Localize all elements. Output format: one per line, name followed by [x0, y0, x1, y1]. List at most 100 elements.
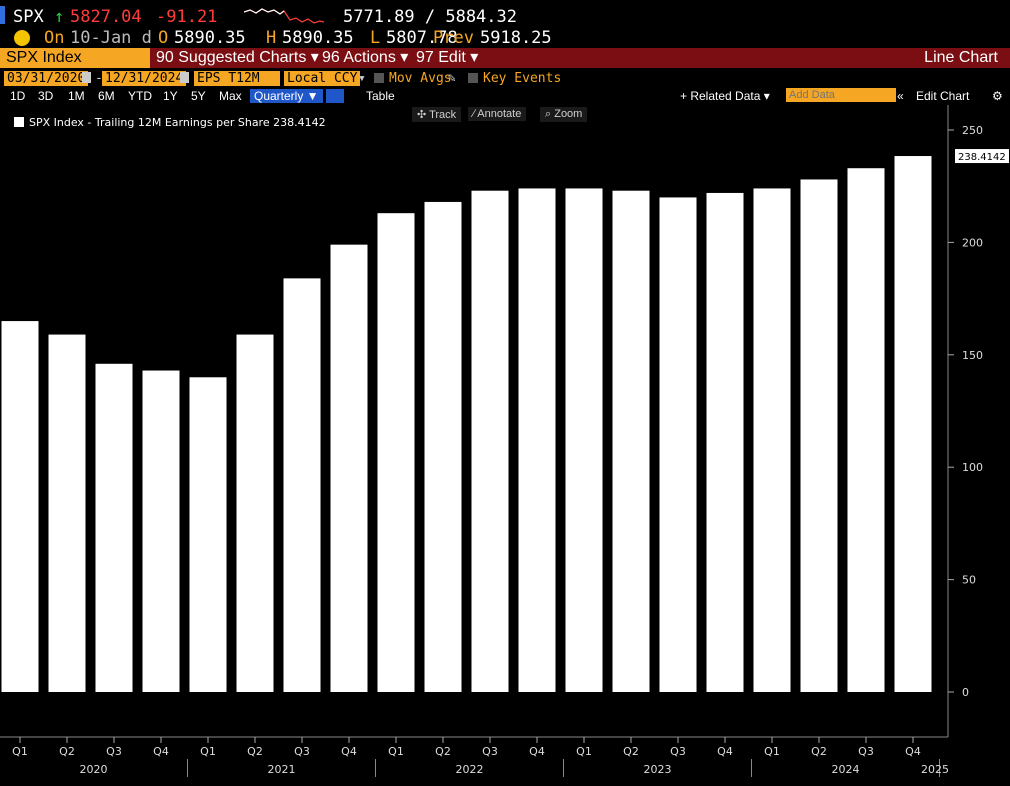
bar[interactable]	[471, 190, 509, 693]
field-selector[interactable]: EPS T12M	[194, 71, 280, 86]
key-events-label: Key Events	[483, 71, 562, 86]
x-tick-label: Q3	[670, 745, 686, 758]
x-axis: Q1 Q2 Q3 Q4 Q1 Q2 Q3 Q4 Q1 Q2 Q3 Q4 Q1 Q2 Q3 Q4 Q1 Q2 Q3 Q4…	[0, 736, 949, 777]
bar[interactable]	[1, 321, 39, 692]
x-tick-label: Q3	[858, 745, 874, 758]
year-label: 2021	[268, 763, 296, 776]
bar[interactable]	[142, 370, 180, 692]
eps-bar-chart[interactable]: 0 50 100 150 200 250 238.4142 Q1 Q2 Q3 Q4 Q1 Q2 Q3 Q4…	[0, 105, 1010, 786]
security-field[interactable]: SPX Index	[0, 48, 150, 68]
y-tick-label: 0	[962, 686, 969, 699]
x-tick-label: Q1	[576, 745, 592, 758]
period-3d[interactable]: 3D	[38, 89, 54, 103]
ohlc-row: On 10-Jan d O 5890.35 H 5890.35 L 5807.7…	[0, 28, 1010, 48]
price-change: -91.21	[156, 7, 218, 27]
y-tick-label: 200	[962, 236, 983, 249]
currency-selector[interactable]: Local CCY	[284, 71, 360, 86]
start-date-field[interactable]: 03/31/2020	[4, 71, 89, 86]
bar[interactable]	[518, 188, 556, 692]
ticker-symbol[interactable]: SPX	[13, 7, 44, 27]
mov-avgs-label: Mov Avgs	[389, 71, 452, 86]
annotate-icon: ∕	[473, 108, 478, 120]
related-data-button[interactable]: + Related Data ▾	[680, 89, 770, 103]
actions-menu[interactable]: 96 Actions ▾	[322, 49, 409, 66]
period-6m[interactable]: 6M	[98, 89, 115, 103]
end-date-field[interactable]: 12/31/2024	[102, 71, 187, 86]
bar[interactable]	[236, 334, 274, 692]
edit-chart-button[interactable]: Edit Chart	[916, 89, 970, 103]
clock-icon[interactable]	[14, 30, 30, 46]
x-tick-label: Q2	[623, 745, 639, 758]
x-tick-label: Q4	[341, 745, 357, 758]
period-ytd[interactable]: YTD	[128, 89, 152, 103]
low-value: 5807.78	[386, 28, 458, 48]
bar[interactable]	[48, 334, 86, 692]
suggested-charts-menu[interactable]: 90 Suggested Charts ▾	[156, 49, 319, 66]
bar[interactable]	[753, 188, 791, 692]
x-tick-label: Q3	[294, 745, 310, 758]
bar[interactable]	[659, 197, 697, 692]
bar[interactable]	[847, 168, 885, 692]
bar[interactable]	[283, 278, 321, 692]
bar[interactable]	[330, 244, 368, 692]
track-tool[interactable]: ✣ Track	[412, 107, 462, 122]
line-chart-icon[interactable]	[326, 89, 344, 103]
up-arrow-icon: ↑	[54, 7, 65, 27]
year-label: 2020	[80, 763, 108, 776]
calendar-icon[interactable]	[180, 72, 189, 83]
gear-icon[interactable]: ⚙	[992, 89, 1003, 103]
bar[interactable]	[95, 363, 133, 692]
bar[interactable]	[706, 192, 744, 692]
menu-bar: SPX Index 90 Suggested Charts ▾ 96 Actio…	[0, 48, 1010, 68]
bar[interactable]	[377, 213, 415, 692]
year-label: 2024	[832, 763, 860, 776]
y-axis: 0 50 100 150 200 250 238.4142	[947, 105, 1009, 737]
x-tick-label: Q4	[905, 745, 921, 758]
pencil-icon[interactable]: ✎	[448, 71, 456, 86]
bar[interactable]	[189, 377, 227, 692]
bar[interactable]	[800, 179, 838, 692]
bar[interactable]	[565, 188, 603, 692]
crosshair-icon: ✣	[417, 109, 430, 121]
frequency-selector[interactable]: Quarterly ▼	[250, 89, 323, 103]
year-label: 2025	[921, 763, 949, 776]
x-tick-label: Q1	[388, 745, 404, 758]
mov-avgs-checkbox[interactable]	[374, 73, 384, 83]
on-label: On	[44, 28, 65, 48]
day-range: 5771.89 / 5884.32	[343, 7, 517, 27]
last-value-tag	[955, 149, 1009, 164]
x-tick-label: Q3	[106, 745, 122, 758]
collapse-icon[interactable]: «	[897, 89, 904, 103]
bar[interactable]	[424, 201, 462, 692]
x-tick-label: Q2	[247, 745, 263, 758]
table-button[interactable]: Table	[366, 89, 395, 103]
zoom-icon: ⌕	[545, 108, 555, 120]
chart-type-label[interactable]: Line Chart	[924, 49, 998, 66]
period-1d[interactable]: 1D	[10, 89, 26, 103]
open-label: O	[158, 28, 169, 48]
zoom-tool[interactable]: ⌕ Zoom	[540, 107, 588, 122]
high-value: 5890.35	[282, 28, 354, 48]
period-5y[interactable]: 5Y	[191, 89, 206, 103]
edit-menu[interactable]: 97 Edit ▾	[416, 49, 479, 66]
period-1m[interactable]: 1M	[68, 89, 85, 103]
y-tick-label: 150	[962, 349, 983, 362]
x-tick-label: Q4	[717, 745, 733, 758]
chevron-down-icon[interactable]: ▾	[358, 71, 366, 86]
high-label: H	[266, 28, 277, 48]
x-tick-label: Q1	[12, 745, 28, 758]
prev-value: 5918.25	[480, 28, 552, 48]
calendar-icon[interactable]	[82, 72, 91, 83]
annotate-tool[interactable]: ∕ Annotate	[468, 107, 527, 121]
add-data-input[interactable]	[786, 88, 896, 102]
x-tick-label: Q1	[764, 745, 780, 758]
period-1y[interactable]: 1Y	[163, 89, 178, 103]
x-tick-label: Q2	[59, 745, 75, 758]
bar[interactable]	[894, 156, 932, 693]
period-max[interactable]: Max	[219, 89, 242, 103]
year-label: 2023	[644, 763, 672, 776]
key-events-checkbox[interactable]	[468, 73, 478, 83]
bar[interactable]	[612, 190, 650, 693]
quote-date: 10-Jan d	[70, 28, 152, 48]
y-tick-label: 100	[962, 461, 983, 474]
